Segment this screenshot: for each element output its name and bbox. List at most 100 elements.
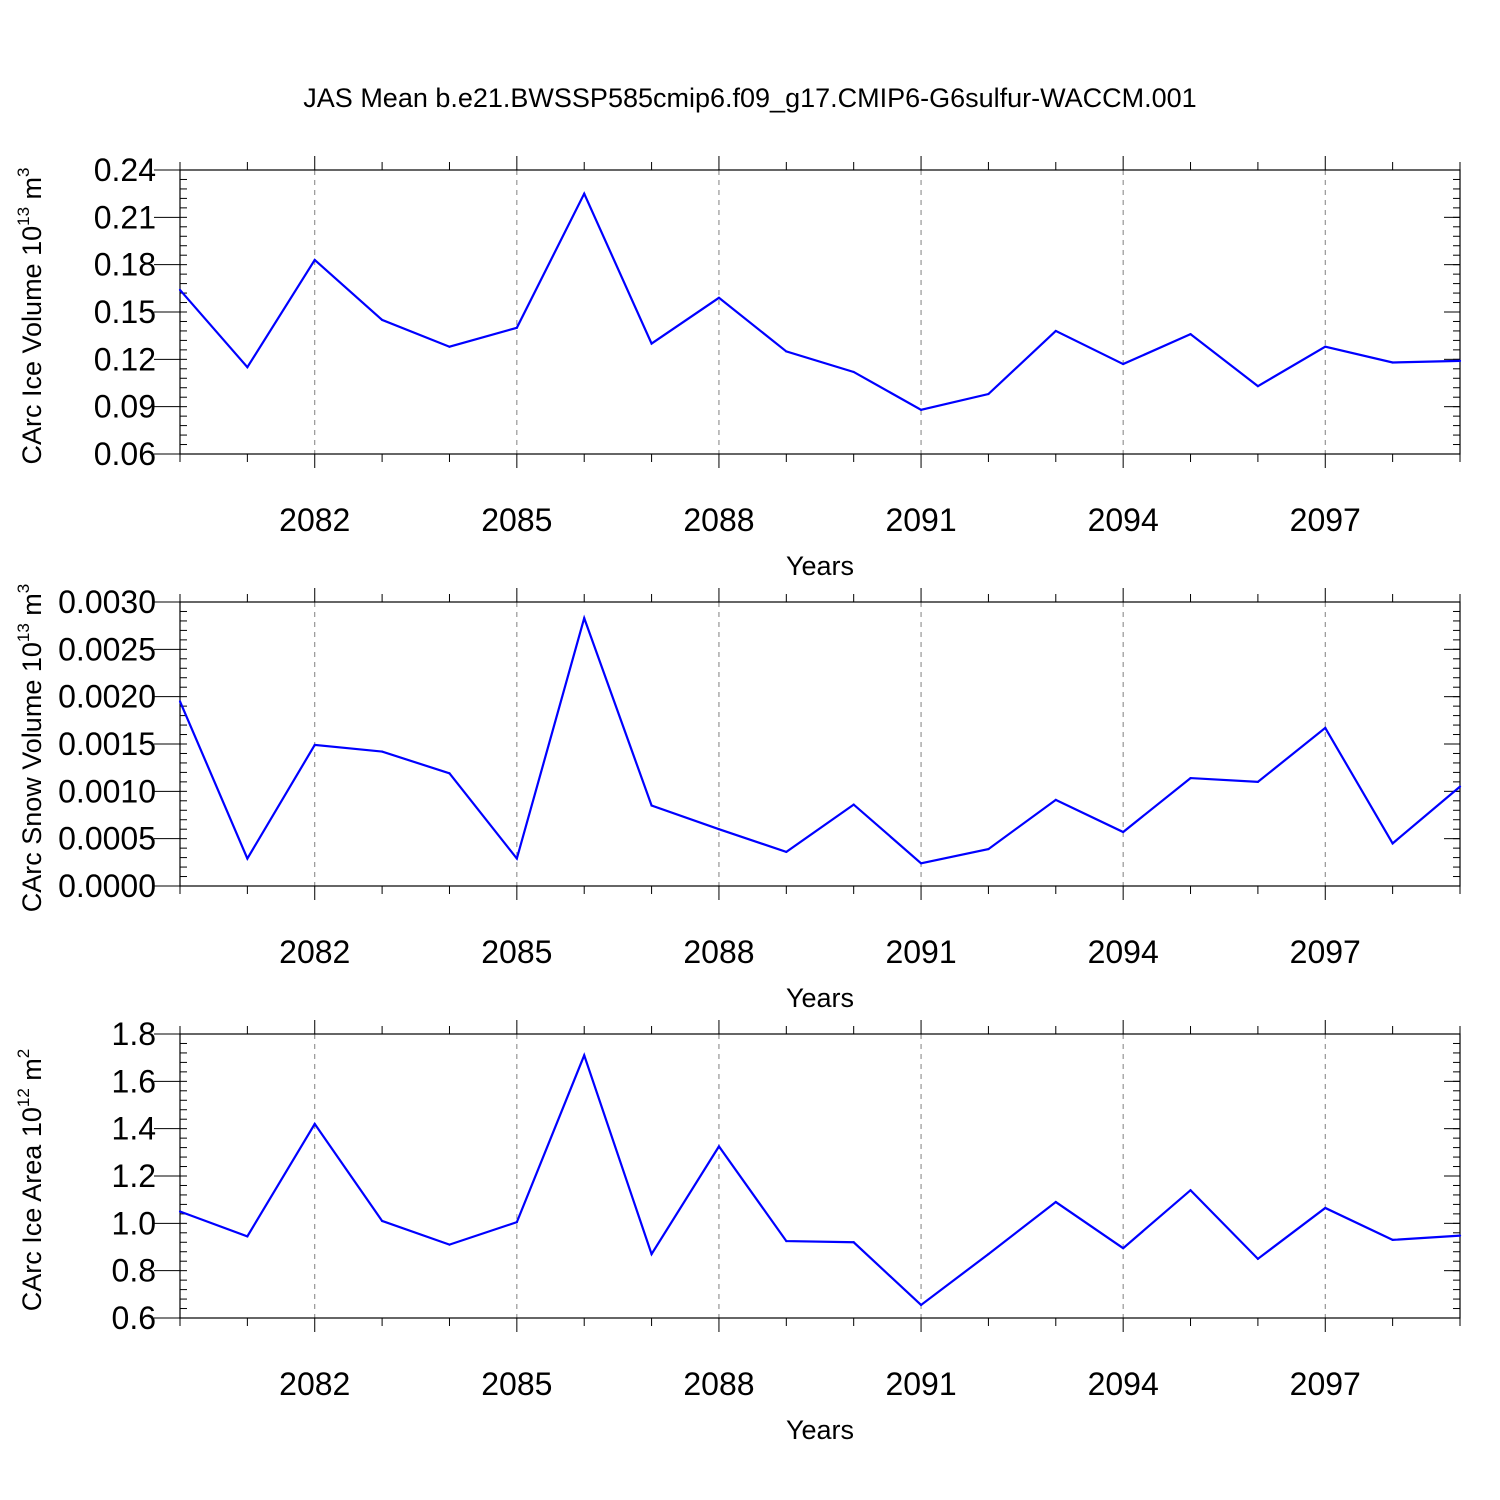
x-tick-label: 2094 [1088, 1366, 1159, 1402]
x-tick-label: 2085 [481, 934, 552, 970]
y-axis-title: CArc Ice Volume 1013 m3 [14, 167, 47, 464]
y-tick-label: 0.12 [94, 341, 156, 377]
data-point [1391, 842, 1394, 845]
data-point [515, 326, 518, 329]
x-tick-label: 2094 [1088, 502, 1159, 538]
x-tick-label: 2091 [885, 1366, 956, 1402]
data-point [650, 1253, 653, 1256]
chart-panel-2: 0.0000 0.0005 0.0010 0.0015 0.0020 0.0025 0.00… [14, 584, 1462, 1013]
data-point [178, 288, 182, 292]
series-line [178, 614, 1461, 865]
y-tick-label: 0.0010 [58, 773, 156, 809]
data-point [515, 1221, 518, 1224]
x-tick-label: 2085 [481, 502, 552, 538]
y-tick-label: 0.0020 [58, 679, 156, 715]
y-tick-label: 0.0030 [58, 584, 156, 620]
y-axis-title: CArc Snow Volume 1013 m3 [14, 584, 47, 913]
data-point [919, 862, 923, 865]
y-tick-label: 0.0025 [58, 631, 156, 667]
data-point [381, 318, 384, 321]
data-point [246, 366, 249, 369]
data-point [852, 370, 855, 374]
y-tick-label: 0.18 [94, 247, 156, 283]
data-point [515, 857, 518, 860]
data-point [1122, 830, 1125, 834]
data-point [852, 1241, 855, 1244]
data-point [381, 1219, 384, 1223]
x-tick-label: 2097 [1290, 1366, 1361, 1402]
plot-frame [179, 1033, 1461, 1319]
x-tick-label: 2091 [885, 934, 956, 970]
data-point [313, 743, 316, 747]
y-tick-label: 1.8 [112, 1016, 156, 1052]
series-line [179, 191, 1461, 411]
data-point [717, 296, 721, 299]
data-point [650, 342, 653, 345]
data-point [1189, 332, 1192, 336]
data-point [381, 750, 384, 753]
chart-title: JAS Mean b.e21.BWSSP585cmip6.f09_g17.CMI… [303, 83, 1196, 113]
y-tick-label: 0.24 [94, 152, 156, 188]
x-tick-label: 2082 [279, 934, 350, 970]
series-line [179, 1052, 1461, 1307]
data-point [448, 345, 451, 348]
y-tick-label: 0.06 [94, 436, 156, 472]
data-point [987, 847, 990, 851]
y-tick-label: 1.2 [112, 1158, 156, 1194]
data-point [1391, 1238, 1394, 1241]
data-point [313, 1122, 316, 1126]
data-point [919, 1303, 923, 1307]
x-tick-label: 2091 [885, 502, 956, 538]
x-tick-label: 2085 [481, 1366, 552, 1402]
data-point [1391, 361, 1394, 364]
data-point [919, 408, 923, 411]
data-point [1458, 785, 1462, 788]
y-tick-label: 1.6 [112, 1063, 156, 1099]
data-point [1189, 1189, 1192, 1192]
data-point [1189, 776, 1192, 780]
y-tick-label: 0.0015 [58, 726, 156, 762]
x-tick-label: 2094 [1088, 934, 1159, 970]
data-point [1458, 1234, 1462, 1237]
y-tick-label: 1.4 [112, 1111, 156, 1147]
x-tick-label: 2088 [683, 502, 754, 538]
data-point [650, 804, 653, 807]
data-point [1256, 385, 1259, 388]
y-tick-label: 0.0005 [58, 821, 156, 857]
y-tick-label: 0.8 [112, 1253, 156, 1289]
data-point [1054, 798, 1057, 801]
data-point [583, 192, 586, 195]
data-point [178, 1210, 182, 1213]
y-tick-label: 0.6 [112, 1300, 156, 1336]
x-tick-label: 2082 [279, 502, 350, 538]
data-point [448, 772, 451, 775]
x-tick-label: 2088 [683, 934, 754, 970]
data-point [987, 392, 990, 396]
data-point [785, 1239, 788, 1243]
chart-panel-1: 0.06 0.09 0.12 0.15 0.18 0.21 0.24 2082 2085 2088… [14, 152, 1462, 581]
data-point [313, 258, 316, 262]
data-point [717, 1145, 721, 1148]
x-tick-label: 2082 [279, 1366, 350, 1402]
data-point [1054, 329, 1057, 333]
data-point [448, 1243, 451, 1246]
y-tick-label: 0.15 [94, 294, 156, 330]
x-axis-title: Years [786, 551, 854, 581]
data-point [1256, 1257, 1259, 1260]
data-point [246, 1235, 249, 1238]
y-tick-label: 0.09 [94, 389, 156, 425]
data-point [246, 857, 249, 860]
data-point [1054, 1200, 1057, 1204]
data-point [1324, 1206, 1327, 1210]
y-tick-label: 0.21 [94, 199, 156, 235]
data-point [852, 803, 855, 806]
data-point [717, 828, 721, 831]
data-point [1324, 345, 1327, 348]
chart-panel-3: 0.6 0.8 1.0 1.2 1.4 1.6 1.8 2082 2085 2088 2091 209… [14, 1016, 1462, 1445]
data-point [1324, 726, 1327, 730]
data-point [1256, 780, 1259, 783]
x-axis-title: Years [786, 983, 854, 1013]
data-point [785, 350, 788, 353]
x-tick-label: 2097 [1290, 934, 1361, 970]
data-point [1458, 359, 1462, 363]
